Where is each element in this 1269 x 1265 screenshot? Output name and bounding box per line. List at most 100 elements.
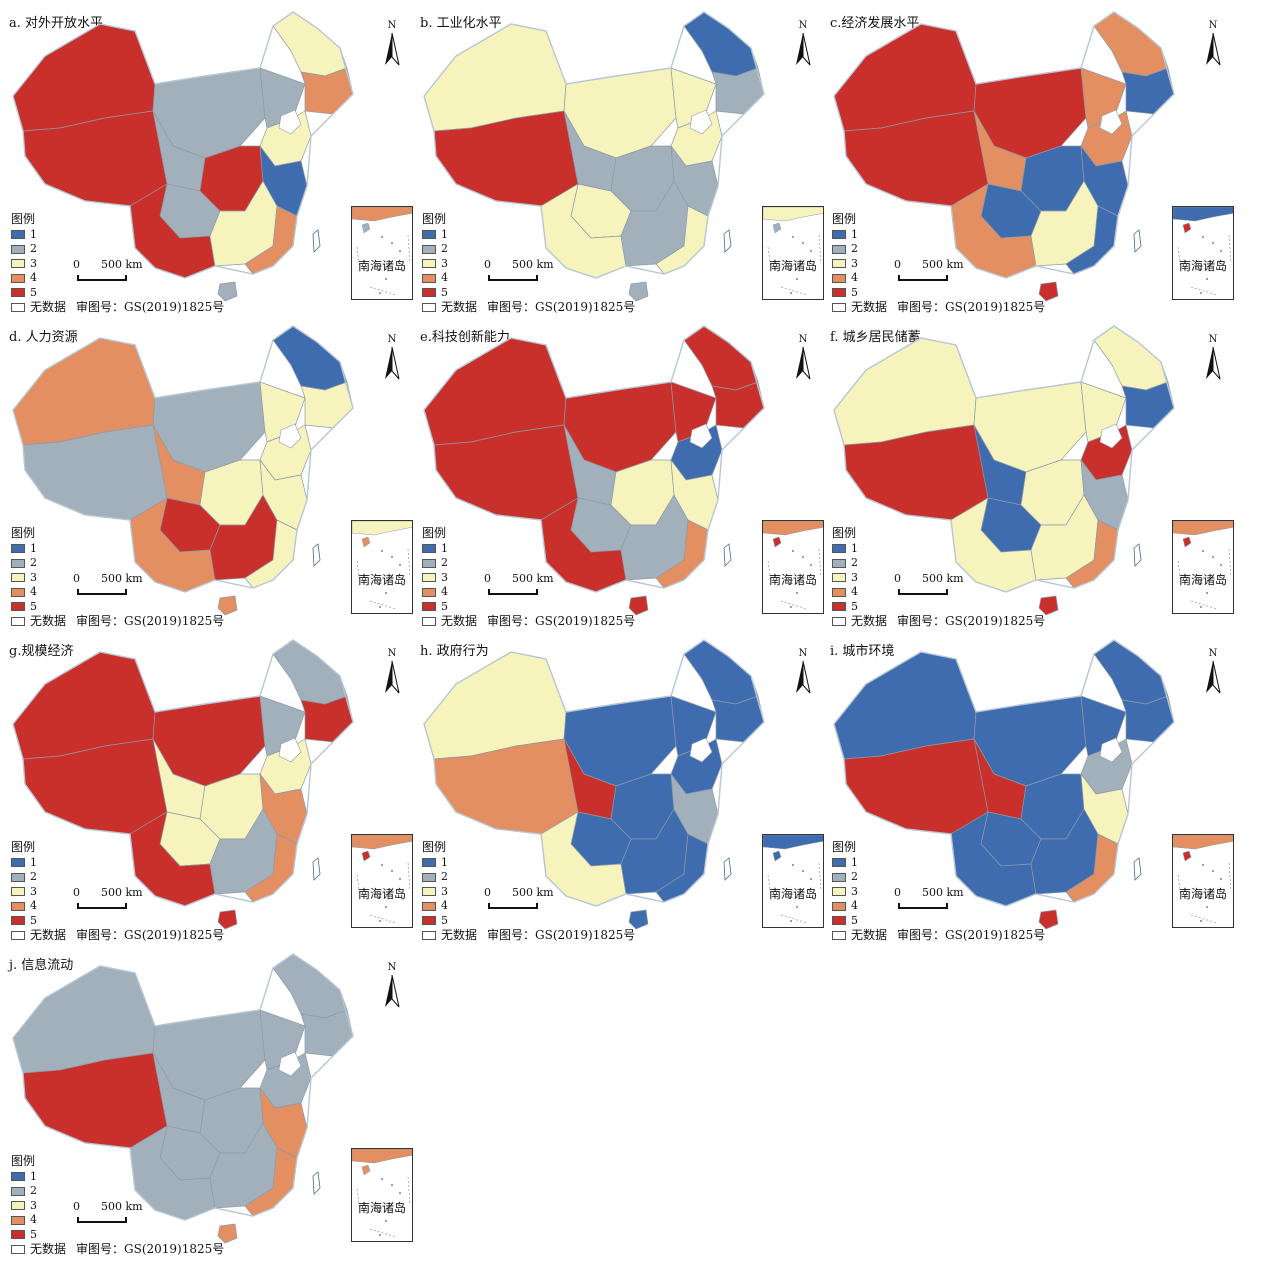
legend-footer: 无数据 审图号：GS(2019)1825号 bbox=[11, 300, 224, 315]
north-arrow: N bbox=[792, 20, 814, 70]
legend-label: 5 bbox=[30, 913, 37, 927]
legend-label: 2 bbox=[851, 556, 858, 569]
legend-item: 3 bbox=[422, 571, 635, 586]
zone-island bbox=[628, 281, 649, 302]
scale-zero: 0 bbox=[73, 886, 80, 899]
legend-item: 4 bbox=[11, 899, 224, 914]
no-data-swatch bbox=[11, 1244, 25, 1254]
scale-bar: 0 500 km bbox=[886, 572, 964, 600]
scale-bar-line bbox=[488, 903, 538, 909]
no-data-swatch bbox=[832, 616, 846, 626]
legend-label: 5 bbox=[441, 599, 448, 613]
legend-swatch bbox=[832, 244, 846, 254]
choropleth-map bbox=[12, 639, 354, 930]
legend-footer: 无数据 审图号：GS(2019)1825号 bbox=[11, 614, 224, 629]
map-title: e.科技创新能力 bbox=[420, 330, 510, 345]
legend-item: 5 bbox=[11, 600, 224, 615]
no-data-swatch bbox=[422, 616, 436, 626]
legend-item: 3 bbox=[422, 885, 635, 900]
south-sea-inset: 南海诸岛 bbox=[1172, 834, 1234, 928]
legend-footer: 无数据 审图号：GS(2019)1825号 bbox=[11, 1242, 224, 1257]
legend-swatch bbox=[422, 872, 436, 882]
scale-bar-line bbox=[898, 589, 948, 595]
map-title: d. 人力资源 bbox=[9, 330, 78, 345]
legend-swatch bbox=[832, 901, 846, 911]
legend: 图例 1 2 3 4 5 无数据 审图号：GS(2019)1825号 bbox=[11, 212, 224, 315]
legend-label: 4 bbox=[851, 585, 858, 598]
legend-label: 4 bbox=[30, 1213, 37, 1226]
legend-label: 3 bbox=[851, 570, 858, 584]
no-data-swatch bbox=[422, 930, 436, 940]
legend-item: 5 bbox=[422, 914, 635, 929]
legend-swatch bbox=[422, 901, 436, 911]
legend-label: 4 bbox=[30, 585, 37, 598]
legend-swatch bbox=[11, 1230, 25, 1240]
south-sea-inset: 南海诸岛 bbox=[762, 206, 824, 300]
bohai-sea bbox=[1099, 737, 1123, 763]
inset-map bbox=[763, 207, 823, 296]
legend: 图例 1 2 3 4 5 无数据 审图号：GS(2019)1825号 bbox=[422, 840, 635, 943]
legend-item: 1 bbox=[832, 856, 1045, 871]
legend-swatch bbox=[422, 916, 436, 926]
scale-zero: 0 bbox=[894, 572, 901, 585]
legend-item: 1 bbox=[832, 228, 1045, 243]
north-arrow-icon bbox=[796, 32, 811, 66]
scale-zero: 0 bbox=[73, 258, 80, 271]
scale-distance: 500 km bbox=[512, 572, 554, 585]
legend-item: 3 bbox=[11, 1199, 224, 1214]
scale-bar-line bbox=[488, 275, 538, 281]
zone-island bbox=[1038, 281, 1059, 302]
scale-zero: 0 bbox=[894, 886, 901, 899]
zone-island bbox=[217, 281, 238, 302]
choropleth-map bbox=[423, 11, 765, 302]
legend-item: 4 bbox=[422, 585, 635, 600]
legend-swatch bbox=[11, 544, 25, 554]
legend-label: 5 bbox=[441, 285, 448, 299]
inset-map bbox=[352, 207, 412, 296]
legend-label: 3 bbox=[30, 570, 37, 584]
review-number: 审图号：GS(2019)1825号 bbox=[897, 614, 1046, 628]
no-data-label: 无数据 bbox=[441, 614, 478, 628]
scale-distance: 500 km bbox=[101, 258, 143, 271]
map-panel: e.科技创新能力 N 图例 1 2 3 4 5 无数据 审图号：GS(2019)1825号 0 500… bbox=[416, 320, 826, 630]
legend-item: 2 bbox=[832, 870, 1045, 885]
no-data-label: 无数据 bbox=[851, 928, 888, 942]
no-data-label: 无数据 bbox=[30, 1242, 67, 1256]
scale-distance: 500 km bbox=[101, 1200, 143, 1213]
north-arrow-icon bbox=[385, 32, 400, 66]
legend-swatch bbox=[422, 587, 436, 597]
country-outline bbox=[12, 325, 354, 593]
legend-footer: 无数据 审图号：GS(2019)1825号 bbox=[422, 300, 635, 315]
south-sea-inset: 南海诸岛 bbox=[351, 834, 413, 928]
legend-label: 2 bbox=[30, 556, 37, 569]
no-data-label: 无数据 bbox=[851, 300, 888, 314]
inset-map bbox=[352, 1149, 412, 1238]
north-arrow: N bbox=[1202, 334, 1224, 384]
legend-swatch bbox=[11, 558, 25, 568]
scale-bar: 0 500 km bbox=[65, 572, 143, 600]
review-number: 审图号：GS(2019)1825号 bbox=[487, 928, 636, 942]
map-title: b. 工业化水平 bbox=[420, 16, 502, 31]
legend-item: 5 bbox=[11, 286, 224, 301]
legend-swatch bbox=[422, 230, 436, 240]
zone-island bbox=[628, 595, 649, 616]
legend-label: 2 bbox=[851, 242, 858, 255]
country-outline bbox=[423, 325, 765, 593]
scale-bar-line bbox=[77, 903, 127, 909]
no-data-label: 无数据 bbox=[441, 928, 478, 942]
scale-bar-line bbox=[77, 275, 127, 281]
map-title: c.经济发展水平 bbox=[830, 16, 920, 31]
legend-swatch bbox=[832, 858, 846, 868]
legend-swatch bbox=[832, 602, 846, 612]
scale-bar-line bbox=[898, 903, 948, 909]
north-arrow: N bbox=[792, 334, 814, 384]
legend: 图例 1 2 3 4 5 无数据 审图号：GS(2019)1825号 bbox=[11, 840, 224, 943]
north-arrow-icon bbox=[796, 346, 811, 380]
legend-swatch bbox=[422, 288, 436, 298]
north-arrow-icon bbox=[1206, 32, 1221, 66]
scale-distance: 500 km bbox=[512, 258, 554, 271]
inset-label: 南海诸岛 bbox=[768, 259, 817, 273]
legend-item: 3 bbox=[422, 257, 635, 272]
choropleth-map bbox=[833, 11, 1175, 302]
choropleth-map bbox=[423, 639, 765, 930]
